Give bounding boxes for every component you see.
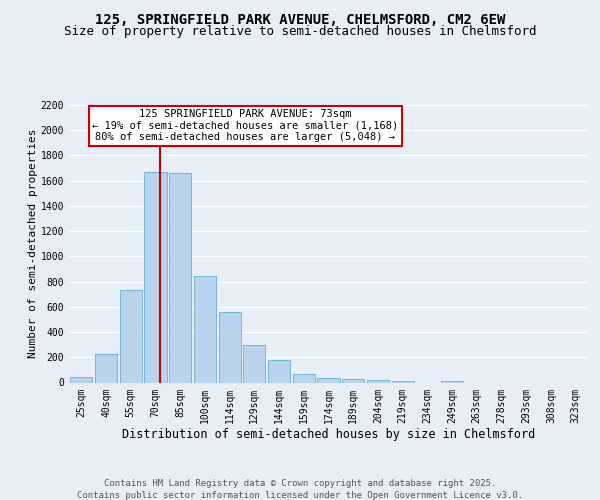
Bar: [293, 374, 315, 382]
Text: Contains HM Land Registry data © Crown copyright and database right 2025.: Contains HM Land Registry data © Crown c…: [104, 479, 496, 488]
Bar: [70, 377, 92, 382]
Bar: [218, 312, 241, 382]
Bar: [268, 360, 290, 382]
Text: 125 SPRINGFIELD PARK AVENUE: 73sqm
← 19% of semi-detached houses are smaller (1,: 125 SPRINGFIELD PARK AVENUE: 73sqm ← 19%…: [92, 109, 398, 142]
Bar: [392, 381, 414, 382]
X-axis label: Distribution of semi-detached houses by size in Chelmsford: Distribution of semi-detached houses by …: [122, 428, 535, 441]
Bar: [342, 379, 364, 382]
Bar: [243, 346, 265, 383]
Bar: [169, 173, 191, 382]
Bar: [367, 380, 389, 382]
Text: Contains public sector information licensed under the Open Government Licence v3: Contains public sector information licen…: [77, 491, 523, 500]
Bar: [194, 276, 216, 382]
Bar: [145, 172, 167, 382]
Text: Size of property relative to semi-detached houses in Chelmsford: Size of property relative to semi-detach…: [64, 25, 536, 38]
Bar: [317, 378, 340, 382]
Text: 125, SPRINGFIELD PARK AVENUE, CHELMSFORD, CM2 6EW: 125, SPRINGFIELD PARK AVENUE, CHELMSFORD…: [95, 12, 505, 26]
Y-axis label: Number of semi-detached properties: Number of semi-detached properties: [28, 129, 38, 358]
Bar: [441, 381, 463, 382]
Bar: [119, 290, 142, 382]
Bar: [95, 354, 117, 382]
